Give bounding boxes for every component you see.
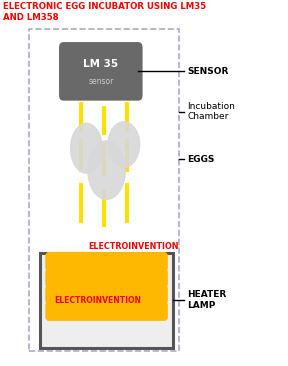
Text: Incubation
Chamber: Incubation Chamber [187, 102, 235, 122]
Ellipse shape [88, 141, 125, 199]
Text: EGGS: EGGS [187, 155, 215, 164]
Bar [40, 253, 173, 348]
Ellipse shape [71, 123, 102, 173]
Text: HEATER
LAMP: HEATER LAMP [187, 290, 226, 310]
FancyBboxPatch shape [47, 253, 166, 270]
FancyBboxPatch shape [47, 270, 166, 287]
Text: sensor: sensor [88, 77, 113, 86]
Text: LM 35: LM 35 [83, 59, 118, 69]
Text: SENSOR: SENSOR [187, 67, 229, 76]
Text: ELECTROINVENTION: ELECTROINVENTION [54, 296, 141, 305]
FancyBboxPatch shape [47, 303, 166, 320]
Ellipse shape [108, 122, 140, 167]
Text: ELECTRONIC EGG INCUBATOR USING LM35
AND LM358: ELECTRONIC EGG INCUBATOR USING LM35 AND … [3, 2, 206, 22]
Text: ELECTROINVENTION: ELECTROINVENTION [88, 242, 179, 251]
FancyBboxPatch shape [47, 286, 166, 303]
FancyBboxPatch shape [59, 42, 143, 101]
